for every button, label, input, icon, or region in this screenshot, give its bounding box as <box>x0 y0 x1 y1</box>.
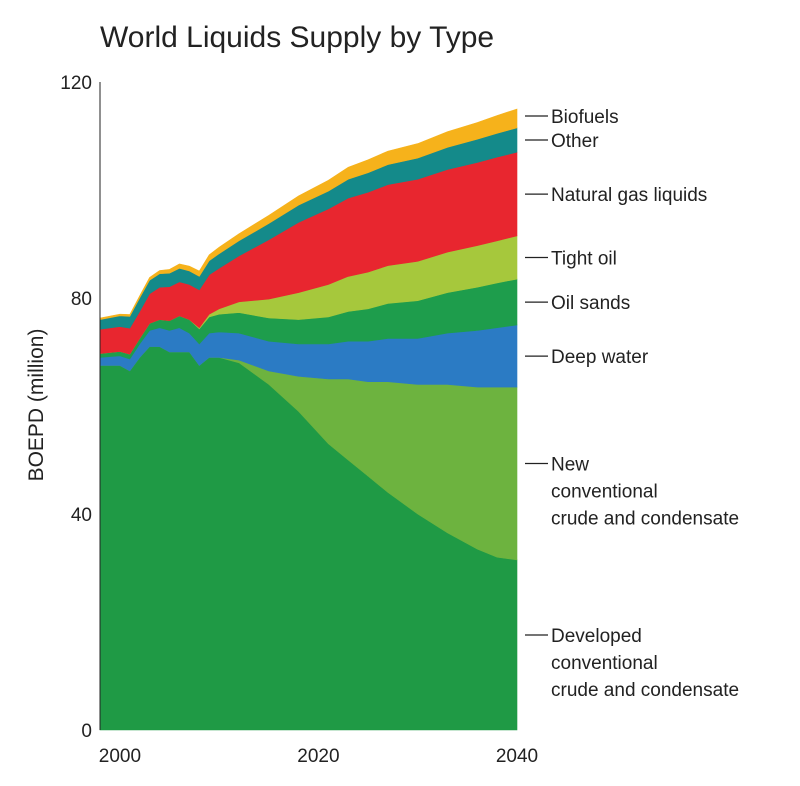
legend-label: conventional <box>551 482 658 503</box>
legend-entry-biofuels: Biofuels <box>525 107 619 128</box>
legend-label: crude and condensate <box>551 509 739 530</box>
x-tick-label: 2020 <box>297 746 339 767</box>
legend-entry-developed-conventional-crude-and-condensate: Developed conventional crude and condensat… <box>525 626 739 701</box>
area-layers <box>99 108 518 731</box>
legend-label: Natural gas liquids <box>551 185 707 206</box>
legend-label: Other <box>551 131 599 152</box>
legend-label: Developed <box>551 626 642 647</box>
y-tick-labels: 0 40 80 120 <box>60 73 92 742</box>
legend-label: Deep water <box>551 347 649 368</box>
legend-entry-other: Other <box>525 131 599 152</box>
x-tick-labels: 2000 2020 2040 <box>99 746 538 767</box>
legend-entry-new-conventional-crude-and-condensate: New conventional crude and condensate <box>525 455 739 530</box>
legend-entry-oil-sands: Oil sands <box>525 293 630 314</box>
legend-entry-natural-gas-liquids: Natural gas liquids <box>525 185 707 206</box>
legend-label: Biofuels <box>551 107 619 128</box>
legend-label: New <box>551 455 589 476</box>
legend-label: crude and condensate <box>551 680 739 701</box>
y-tick-label: 120 <box>60 73 92 94</box>
chart-title: World Liquids Supply by Type <box>100 21 494 54</box>
y-tick-label: 40 <box>71 505 92 526</box>
legend-entry-deep-water: Deep water <box>525 347 649 368</box>
legend-label: Tight oil <box>551 249 617 270</box>
area-biofuels <box>99 108 518 320</box>
y-tick-label: 80 <box>71 289 92 310</box>
legend-label: Oil sands <box>551 293 630 314</box>
y-axis-label: BOEPD (million) <box>25 329 48 482</box>
legend-label: conventional <box>551 653 658 674</box>
legend-entry-tight-oil: Tight oil <box>525 249 617 270</box>
x-tick-label: 2000 <box>99 746 141 767</box>
legend: Developed conventional crude and condensat… <box>525 107 739 701</box>
y-tick-label: 0 <box>81 721 92 742</box>
x-tick-label: 2040 <box>496 746 538 767</box>
